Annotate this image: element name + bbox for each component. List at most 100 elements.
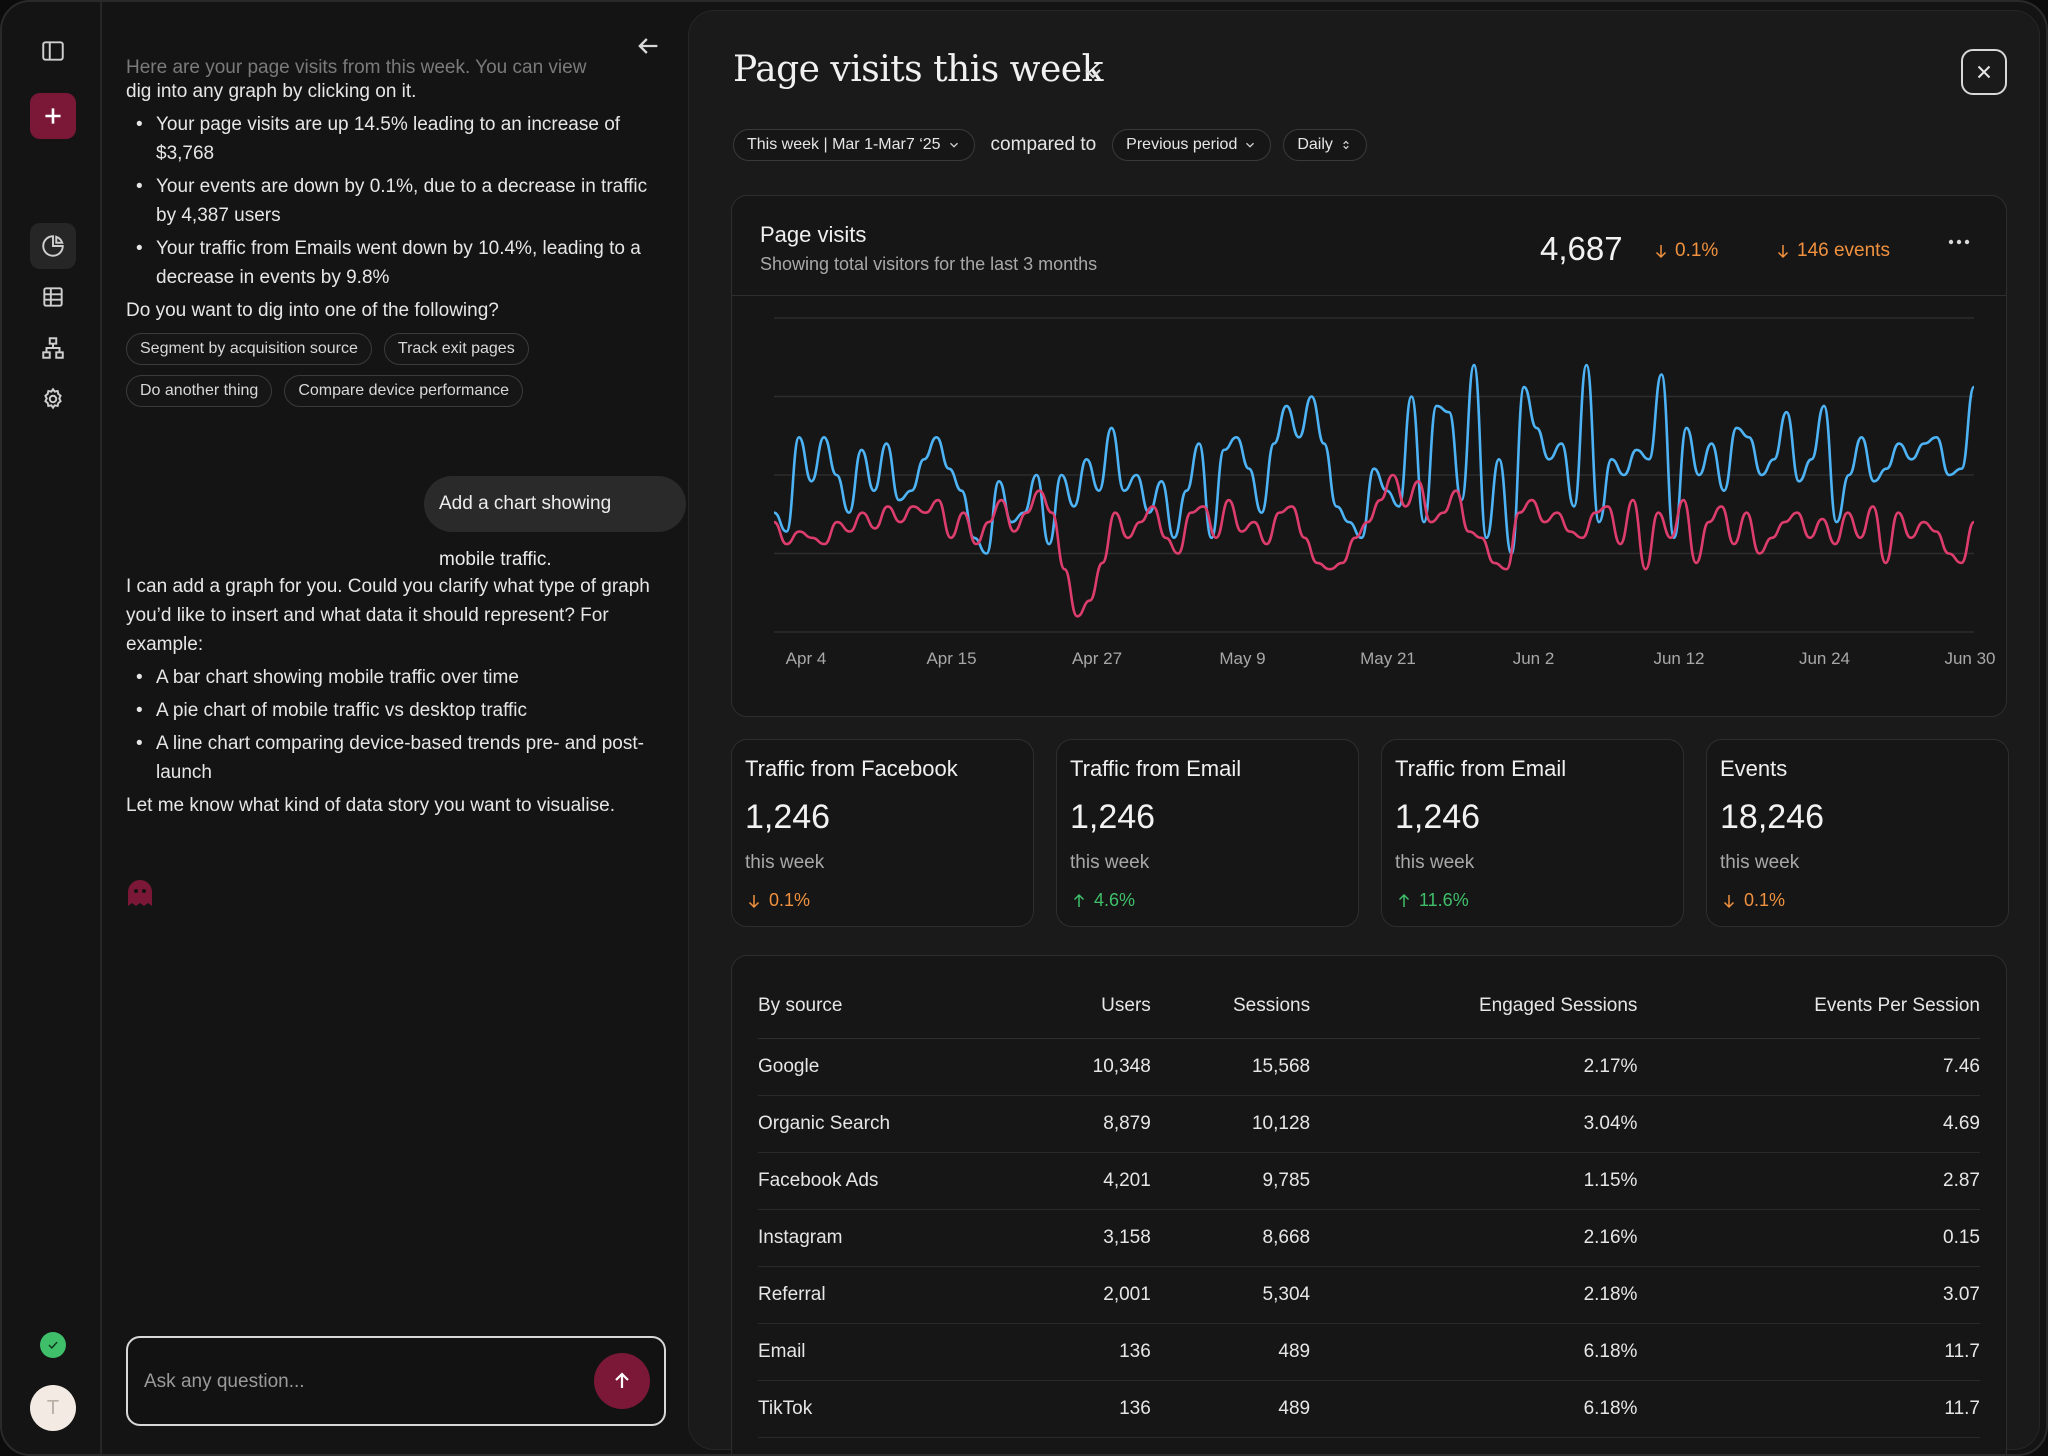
x-tick-label: Jun 30 (1944, 649, 1995, 668)
chevron-down-icon (949, 142, 958, 148)
table-cell: Google (758, 1038, 1031, 1096)
table-row[interactable]: Referral 2,001 5,304 2.18% 3.07 (758, 1266, 1980, 1324)
table-cell: 136 (1030, 1323, 1151, 1381)
more-icon (1948, 239, 1970, 245)
title-dropdown[interactable] (1081, 61, 1105, 85)
sidebar-toggle-icon (42, 41, 64, 61)
x-tick-label: Jun 2 (1513, 649, 1555, 668)
list-item: Your page visits are up 14.5% leading to… (126, 110, 666, 168)
list-item: A line chart comparing device-based tren… (126, 729, 666, 787)
reply-list: A bar chart showing mobile traffic over … (126, 663, 666, 787)
col-header[interactable]: By source (758, 974, 1031, 1039)
table-row[interactable]: Google 10,348 15,568 2.17% 7.46 (758, 1038, 1980, 1096)
table-cell: Organic Search (758, 1095, 1031, 1153)
stat-value: 18,246 (1720, 798, 1824, 836)
table-cell: 489 (1150, 1323, 1311, 1381)
stat-delta-value: 4.6% (1094, 890, 1136, 910)
chat-input[interactable] (144, 1366, 564, 1398)
arrow-down-icon (1777, 245, 1789, 259)
more-options-button[interactable] (1944, 230, 1974, 254)
line-chart[interactable]: Apr 4 Apr 15 Apr 27 May 9 May 21 Jun 2 Jun 12 J… (732, 296, 2008, 716)
table-cell: 4,201 (1030, 1152, 1151, 1210)
col-header[interactable]: Events Per Session (1637, 974, 1980, 1039)
stat-subtitle: this week (1070, 852, 1150, 873)
nav-tables[interactable] (30, 274, 76, 320)
stat-delta-value: 11.6% (1419, 890, 1469, 910)
list-item: A bar chart showing mobile traffic over … (126, 663, 666, 692)
table-cell: Referral (758, 1266, 1031, 1324)
table-cell: 2.16% (1310, 1209, 1638, 1267)
table-cell: 8,668 (1150, 1209, 1311, 1267)
stat-subtitle: this week (1395, 852, 1475, 873)
col-header[interactable]: Engaged Sessions (1310, 974, 1638, 1039)
nav-settings[interactable] (30, 376, 76, 422)
nav-structure[interactable] (30, 325, 76, 371)
question-text: Do you want to dig into one of the follo… (126, 300, 499, 321)
table-cell: 2.17% (1310, 1038, 1638, 1096)
chip-device[interactable]: Compare device performance (284, 375, 524, 407)
stat-value: 1,246 (1070, 798, 1156, 836)
stat-delta: 11.6% (1395, 890, 1469, 911)
chevron-down-icon (1085, 69, 1101, 79)
table-cell: 1.15% (1310, 1152, 1638, 1210)
chip-segment[interactable]: Segment by acquisition source (126, 333, 372, 365)
chip-another[interactable]: Do another thing (126, 375, 273, 407)
stat-title: Events (1720, 756, 1788, 781)
reply-outro: Let me know what kind of data story you … (126, 795, 615, 816)
stat-card[interactable]: Traffic from Email 1,246 this week 4.6% (1056, 739, 1359, 927)
x-tick-label: Apr 15 (926, 649, 976, 668)
col-header[interactable]: Users (1030, 974, 1151, 1039)
close-button[interactable] (1961, 49, 2007, 95)
suggestion-chips: Segment by acquisition source Track exit… (126, 333, 666, 407)
card-value: 4,687 (1540, 230, 1623, 267)
arrow-down-icon (1723, 894, 1735, 908)
events-delta-value: 146 events (1797, 240, 1890, 261)
series-line-pink[interactable] (773, 473, 1976, 618)
table-cell: 11.7 (1637, 1380, 1980, 1438)
comparison-select[interactable]: Previous period (1112, 129, 1272, 161)
table-header-row: By source Users Sessions Engaged Session… (758, 974, 1980, 1039)
send-button[interactable] (594, 1353, 650, 1409)
table-cell: 6.18% (1310, 1380, 1638, 1438)
col-header[interactable]: Sessions (1150, 974, 1311, 1039)
period-select[interactable]: This week | Mar 1-Mar7 ‘25 (733, 129, 975, 161)
table-cell: 9,785 (1150, 1152, 1311, 1210)
chip-exit-pages[interactable]: Track exit pages (383, 333, 529, 365)
faded-text: Here are your page visits from this week… (126, 59, 587, 77)
series-line-blue[interactable] (773, 363, 1976, 555)
chevron-down-icon (1246, 142, 1255, 148)
table-cell: 3.07 (1637, 1266, 1980, 1324)
granularity-select[interactable]: Daily (1283, 129, 1367, 161)
stat-card[interactable]: Traffic from Email 1,246 this week 11.6% (1381, 739, 1684, 927)
assistant-reply: I can add a graph for you. Could you cla… (126, 572, 666, 820)
new-chat-button[interactable] (30, 93, 76, 139)
nav-analytics[interactable] (30, 223, 76, 269)
stat-card[interactable]: Traffic from Facebook 1,246 this week 0.… (731, 739, 1034, 927)
hierarchy-icon (42, 337, 64, 359)
table-row[interactable]: Facebook Ads 4,201 9,785 1.15% 2.87 (758, 1152, 1980, 1210)
table-row[interactable]: Email 136 489 6.18% 11.7 (758, 1323, 1980, 1381)
pie-chart-icon (42, 235, 64, 257)
stat-title: Traffic from Email (1395, 756, 1567, 781)
table-row[interactable]: Organic Search 8,879 10,128 3.04% 4.69 (758, 1095, 1980, 1153)
stat-title: Traffic from Facebook (745, 756, 958, 781)
table-cell: 15,568 (1150, 1038, 1311, 1096)
intro-text: dig into any graph by clicking on it. (126, 81, 417, 102)
page-title: Page visits this week (733, 49, 1103, 90)
comparison-label: Previous period (1126, 136, 1238, 153)
table-cell: 4.69 (1637, 1095, 1980, 1153)
table-cell: Instagram (758, 1209, 1031, 1267)
sidebar-toggle-button[interactable] (30, 28, 76, 74)
chat-panel: Here are your page visits from this week… (104, 2, 686, 1454)
collapse-panel-button[interactable] (634, 32, 666, 64)
ghost-icon (128, 880, 152, 906)
table-row[interactable]: TikTok 136 489 6.18% 11.7 (758, 1380, 1980, 1438)
user-avatar[interactable]: T (30, 1385, 76, 1431)
page-visits-card[interactable]: Page visits Showing total visitors for t… (731, 195, 2007, 717)
x-tick-label: Jun 12 (1653, 649, 1704, 668)
stat-card[interactable]: Events 18,246 this week 0.1% (1706, 739, 2009, 927)
table-row[interactable]: Instagram 3,158 8,668 2.16% 0.15 (758, 1209, 1980, 1267)
table-cell: 136 (1030, 1380, 1151, 1438)
table-cell: 3.04% (1310, 1095, 1638, 1153)
report-panel: Page visits this week This week | Mar 1-… (688, 10, 2040, 1454)
